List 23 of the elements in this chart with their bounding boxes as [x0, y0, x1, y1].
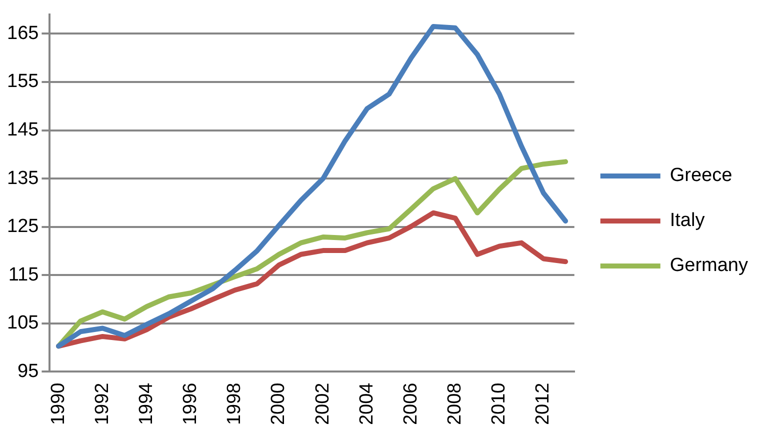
- x-tick-label: 1994: [136, 382, 157, 426]
- legend-label: Italy: [670, 210, 706, 232]
- x-tick-label: 1992: [92, 382, 113, 426]
- y-tick-label: 145: [7, 120, 39, 141]
- x-tick-label: 2002: [312, 382, 334, 426]
- x-tick-label: 2012: [532, 382, 554, 426]
- y-tick-label: 105: [7, 312, 39, 334]
- y-tick-label: 165: [7, 22, 39, 44]
- x-tick-label: 2008: [444, 382, 466, 426]
- x-tick-label: 2004: [356, 382, 378, 426]
- y-tick-label: 125: [7, 216, 39, 238]
- x-tick-label: 2006: [400, 382, 422, 426]
- x-tick-label: 1990: [48, 382, 69, 426]
- x-tick-label: 1998: [224, 382, 246, 426]
- y-tick-label: 155: [7, 71, 39, 92]
- y-tick-label: 135: [7, 168, 39, 189]
- x-tick-label: 2000: [268, 382, 290, 426]
- y-tick-label: 115: [8, 264, 39, 286]
- legend-label: Greece: [670, 165, 732, 186]
- legend-label: Germany: [670, 255, 748, 276]
- x-tick-label: 2010: [488, 382, 510, 426]
- y-tick-label: 95: [18, 360, 39, 382]
- x-tick-label: 1996: [180, 382, 202, 426]
